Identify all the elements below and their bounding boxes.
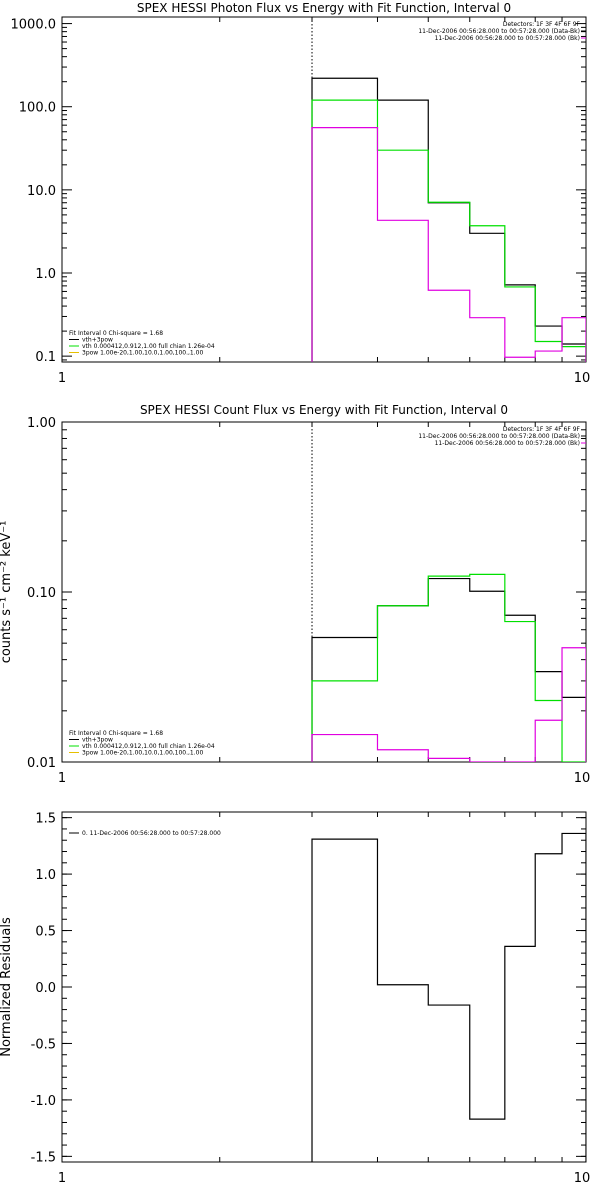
y-tick-label: -1.5	[31, 1150, 56, 1165]
y-tick-label: 10.0	[27, 184, 56, 199]
header-line: Detectors: 1F 3F 4F 6F 9F	[503, 426, 581, 433]
residuals-panel: 1 10 1.5 1.0 0.5 0.0 -0.5 -1.0 -1.5 Normalized Re…	[0, 811, 591, 1186]
header-line: 11-Dec-2006 00:56:28.000 to 00:57:28.000…	[418, 433, 580, 440]
x-tick-label: 1	[58, 771, 66, 786]
series-0-histogram	[311, 77, 586, 362]
header-line: 11-Dec-2006 00:56:28.000 to 00:57:28.000…	[418, 28, 580, 35]
legend-entry: vth 0.000412,0.912,1.00 full chian 1.26e…	[82, 743, 215, 750]
legend-entry: vth 0.000412,0.912,1.00 full chian 1.26e…	[82, 343, 215, 350]
y-tick-label: 0.0	[35, 981, 56, 996]
y-axis-label: Normalized Residuals	[0, 917, 14, 1057]
series-2-histogram	[311, 647, 586, 762]
y-tick-label: 1.00	[27, 416, 56, 431]
y-tick-label: 1000.0	[11, 18, 57, 33]
y-tick-label: 1.5	[35, 812, 56, 827]
y-tick-label: 0.10	[27, 586, 56, 601]
plot-frame	[61, 16, 587, 363]
legend-entry: Fit Interval 0 Chi-square = 1.68	[69, 330, 163, 337]
series-1-histogram	[311, 573, 586, 762]
header-line: 11-Dec-2006 00:56:28.000 to 00:57:28.000…	[435, 440, 580, 447]
x-tick-label: 1	[58, 1171, 66, 1186]
chart-title: SPEX HESSI Photon Flux vs Energy with Fi…	[137, 1, 511, 15]
series-2-histogram	[311, 127, 586, 362]
header-line: 11-Dec-2006 00:56:28.000 to 00:57:28.000…	[435, 35, 580, 42]
y-tick-label: 100.0	[19, 101, 56, 116]
y-tick-label: -1.0	[31, 1094, 56, 1109]
plot-frame	[61, 811, 587, 1163]
header-line: Detectors: 1F 3F 4F 6F 9F	[503, 21, 581, 28]
y-tick-label: 1.0	[35, 868, 56, 883]
x-tick-label: 1	[58, 371, 66, 386]
legend-entry: vth+3pow	[82, 337, 113, 344]
x-tick-label: 10	[574, 371, 591, 386]
plot-frame	[61, 421, 587, 763]
y-tick-label: 0.1	[35, 350, 56, 365]
x-tick-label: 10	[574, 1171, 591, 1186]
photon-flux-panel: SPEX HESSI Photon Flux vs Energy with Fi…	[11, 1, 591, 386]
count-flux-panel: SPEX HESSI Count Flux vs Energy with Fit…	[0, 403, 590, 786]
series-1-histogram	[311, 99, 586, 362]
legend-entry: vth+3pow	[82, 737, 113, 744]
series-0-histogram	[311, 832, 586, 1162]
legend-entry: Fit Interval 0 Chi-square = 1.68	[69, 730, 163, 737]
legend-entry: 3pow 1.00e-20,1.00,10.0,1.00,100.,1.00	[82, 750, 203, 757]
y-tick-label: 0.5	[35, 925, 56, 940]
y-axis-label: counts s⁻¹ cm⁻² keV⁻¹	[0, 521, 14, 664]
legend-entry: 3pow 1.00e-20,1.00,10.0,1.00,100.,1.00	[82, 350, 203, 357]
chart-title: SPEX HESSI Count Flux vs Energy with Fit…	[140, 403, 508, 417]
y-tick-label: -0.5	[31, 1037, 56, 1052]
legend-entry: 0. 11-Dec-2006 00:56:28.000 to 00:57:28.…	[82, 830, 221, 837]
y-tick-label: 0.01	[27, 756, 56, 771]
x-tick-label: 10	[574, 771, 591, 786]
y-tick-label: 1.0	[35, 267, 56, 282]
